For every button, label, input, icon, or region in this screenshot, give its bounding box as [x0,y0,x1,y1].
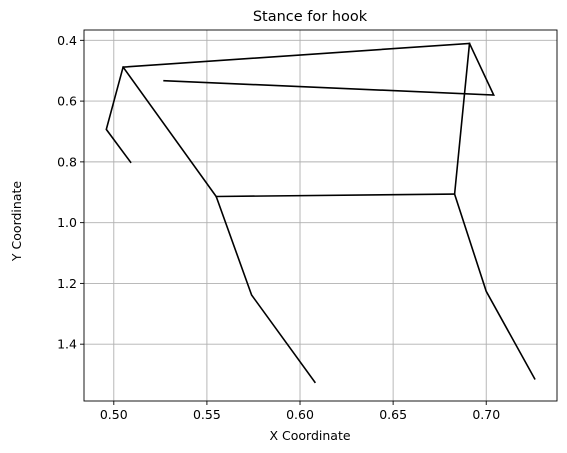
grid-layer [84,30,557,401]
pose-segment-3 [215,193,456,198]
y-tick-label: 0.4 [57,33,77,48]
y-tick-label: 1.2 [57,276,77,291]
y-tick-label: 1.0 [57,215,77,230]
y-tick-label: 1.4 [57,337,77,352]
y-axis-label: Y Coordinate [9,181,24,262]
y-tick-label: 0.6 [57,94,77,109]
pose-segment-1 [105,42,495,164]
plot-frame [83,29,558,402]
x-tick-label: 0.70 [472,407,500,422]
x-tick-label: 0.50 [100,407,128,422]
pose-segment-2 [121,65,317,384]
x-tick-label: 0.65 [379,407,407,422]
x-tick-label: 0.55 [193,407,221,422]
pose-segment-4 [453,42,536,380]
x-axis-label: X Coordinate [269,428,350,443]
pose-lines-layer [105,42,536,384]
y-tick-label: 0.8 [57,154,77,169]
ticks-layer: 0.50 0.55 0.60 0.65 0.70 0.4 0.6 0.8 1.0 1.2 1.4 [57,33,500,422]
x-tick-label: 0.60 [286,407,314,422]
chart-title: Stance for hook [253,9,368,25]
